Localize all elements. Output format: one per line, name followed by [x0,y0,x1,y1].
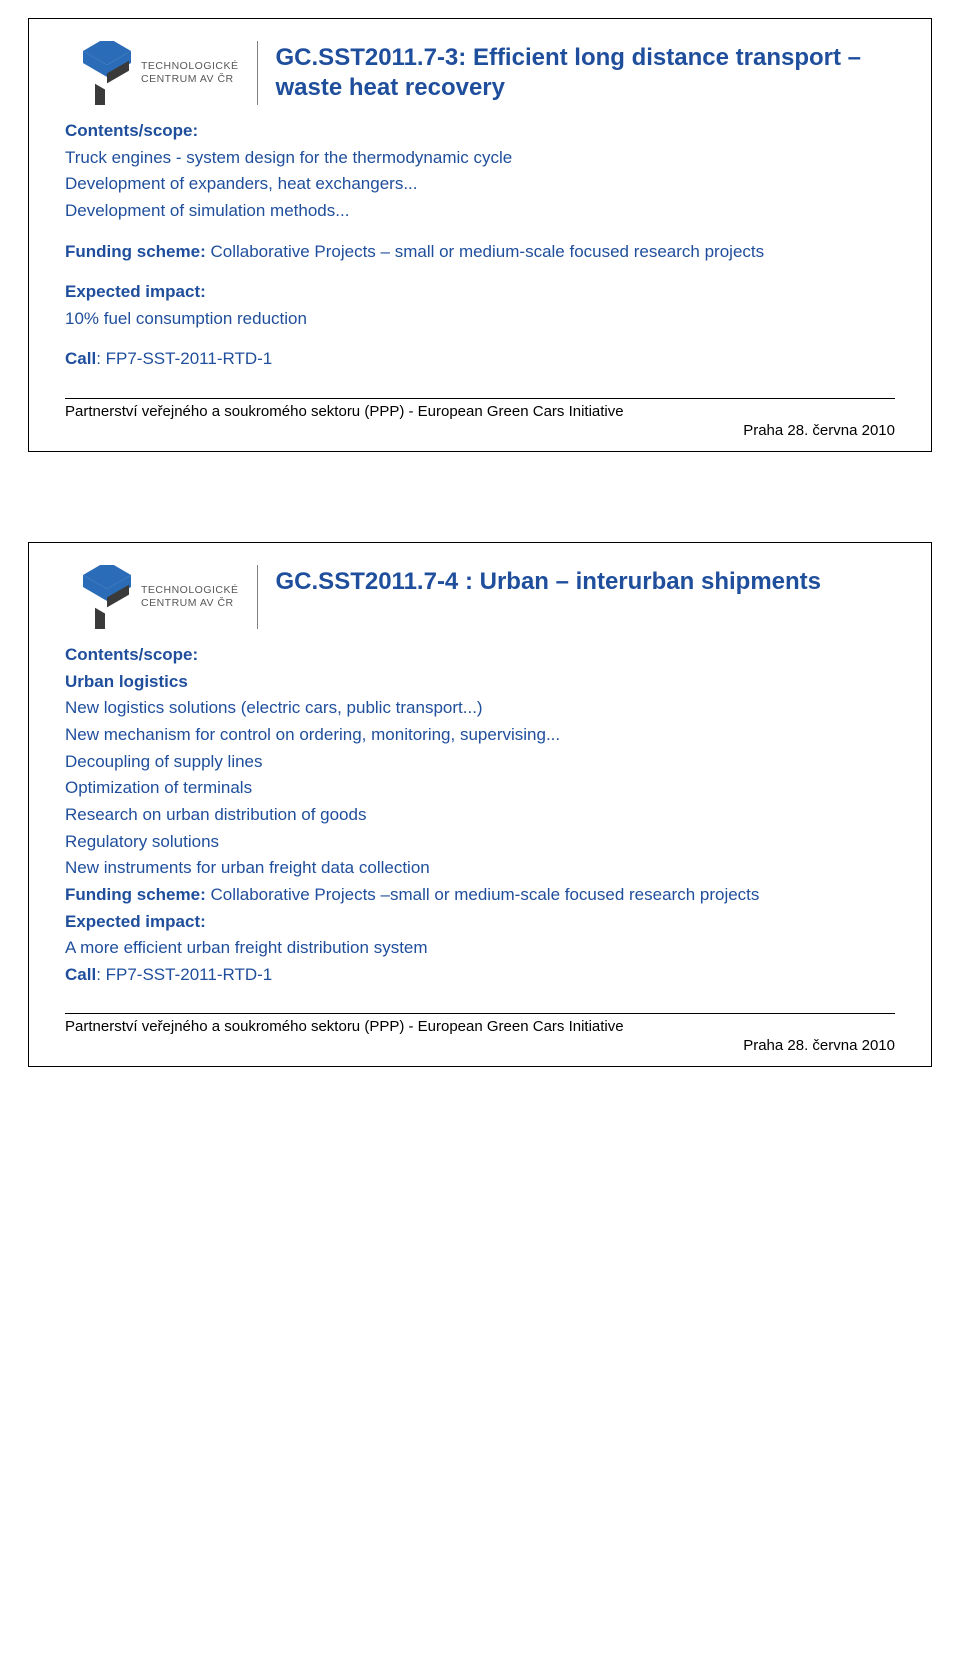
contents-label: Contents/scope: [65,119,895,144]
funding-text: Collaborative Projects – small or medium… [206,242,764,261]
call-line: Call: FP7-SST-2011-RTD-1 [65,963,895,988]
content-line: Research on urban distribution of goods [65,803,895,828]
call-label: Call [65,349,96,368]
impact-label: Expected impact: [65,280,895,305]
funding-line: Funding scheme: Collaborative Projects –… [65,883,895,908]
funding-label: Funding scheme: [65,242,206,261]
footer-line1: Partnerství veřejného a soukromého sekto… [65,403,895,420]
footer-line1: Partnerství veřejného a soukromého sekto… [65,1018,895,1035]
content-line: Development of expanders, heat exchanger… [65,172,895,197]
logo-text-line1: TECHNOLOGICKÉ [141,584,239,597]
logo-text: TECHNOLOGICKÉ CENTRUM AV ČR [141,584,239,610]
tc-logo-icon [65,41,135,105]
slide-footer: Partnerství veřejného a soukromého sekto… [65,1013,895,1054]
slide-title: GC.SST2011.7-3: Efficient long distance … [276,41,895,103]
logo-text-line2: CENTRUM AV ČR [141,597,239,610]
call-text: : FP7-SST-2011-RTD-1 [96,349,272,368]
impact-label: Expected impact: [65,910,895,935]
content-line: Truck engines - system design for the th… [65,146,895,171]
slide-body: Contents/scope: Truck engines - system d… [65,119,895,372]
logo-block: TECHNOLOGICKÉ CENTRUM AV ČR [65,41,258,105]
content-line: Development of simulation methods... [65,199,895,224]
funding-text: Collaborative Projects –small or medium-… [206,885,760,904]
impact-text: 10% fuel consumption reduction [65,307,895,332]
content-line: New mechanism for control on ordering, m… [65,723,895,748]
call-label: Call [65,965,96,984]
content-line: New instruments for urban freight data c… [65,856,895,881]
logo-block: TECHNOLOGICKÉ CENTRUM AV ČR [65,565,258,629]
slide-header: TECHNOLOGICKÉ CENTRUM AV ČR GC.SST2011.7… [65,41,895,105]
footer-line2: Praha 28. června 2010 [65,422,895,439]
slide-2: TECHNOLOGICKÉ CENTRUM AV ČR GC.SST2011.7… [28,542,932,1067]
footer-line2: Praha 28. června 2010 [65,1037,895,1054]
funding-line: Funding scheme: Collaborative Projects –… [65,240,895,265]
impact-text: A more efficient urban freight distribut… [65,936,895,961]
content-line: New logistics solutions (electric cars, … [65,696,895,721]
slide-footer: Partnerství veřejného a soukromého sekto… [65,398,895,439]
call-line: Call: FP7-SST-2011-RTD-1 [65,347,895,372]
logo-text-line1: TECHNOLOGICKÉ [141,60,239,73]
tc-logo-icon [65,565,135,629]
content-line: Regulatory solutions [65,830,895,855]
content-line: Optimization of terminals [65,776,895,801]
slide-title: GC.SST2011.7-4 : Urban – interurban ship… [276,565,821,597]
slide-body: Contents/scope: Urban logistics New logi… [65,643,895,987]
contents-subheading: Urban logistics [65,670,895,695]
slide-header: TECHNOLOGICKÉ CENTRUM AV ČR GC.SST2011.7… [65,565,895,629]
call-text: : FP7-SST-2011-RTD-1 [96,965,272,984]
logo-text: TECHNOLOGICKÉ CENTRUM AV ČR [141,60,239,86]
contents-label: Contents/scope: [65,643,895,668]
funding-label: Funding scheme: [65,885,206,904]
slide-1: TECHNOLOGICKÉ CENTRUM AV ČR GC.SST2011.7… [28,18,932,452]
logo-text-line2: CENTRUM AV ČR [141,73,239,86]
content-line: Decoupling of supply lines [65,750,895,775]
